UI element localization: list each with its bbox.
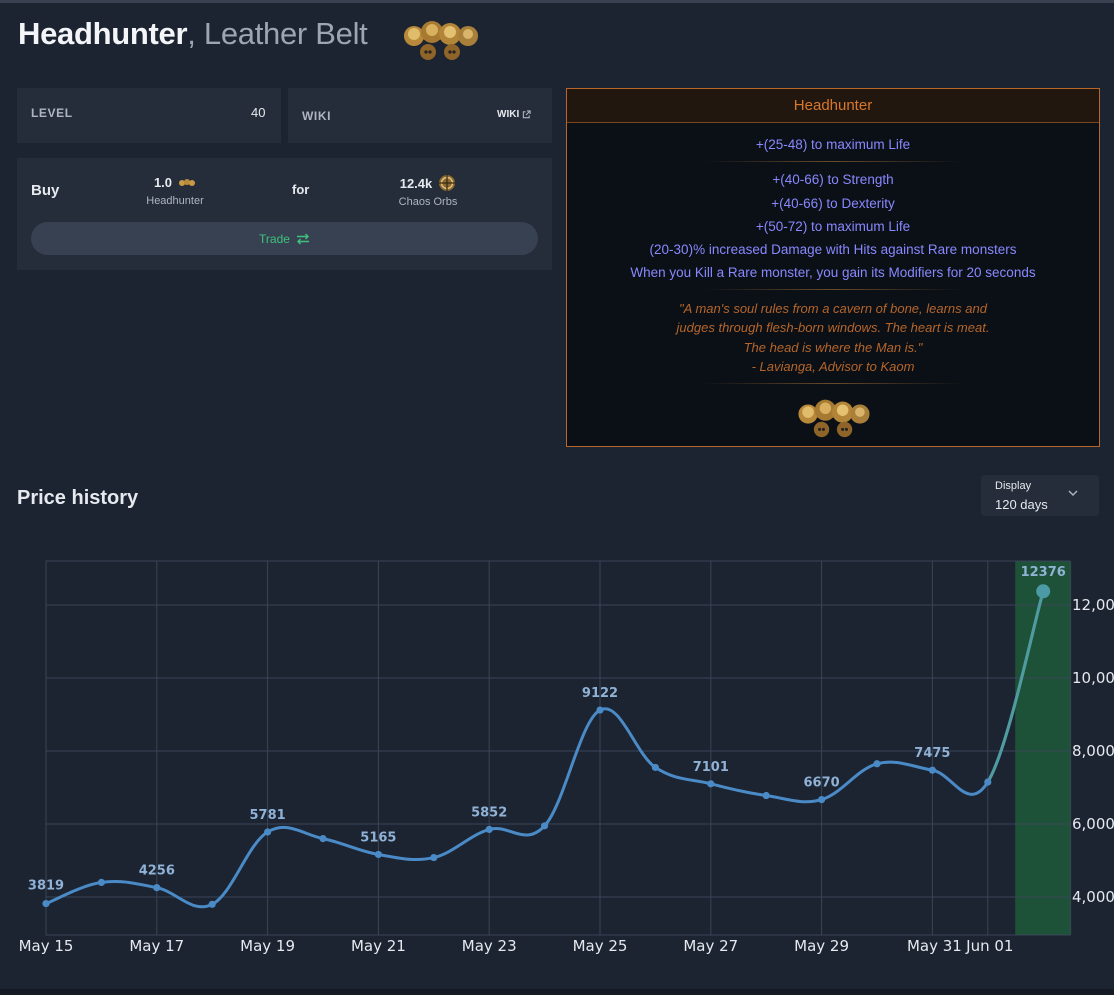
- data-label: 12376: [1021, 565, 1066, 580]
- headhunter-belt-icon: [404, 21, 478, 60]
- data-label: 6670: [804, 776, 840, 791]
- data-label: 7101: [693, 760, 729, 775]
- top-border: [0, 0, 1114, 3]
- x-tick-label: May 23: [462, 937, 517, 955]
- level-value: 40: [251, 105, 266, 120]
- data-point: [264, 828, 272, 836]
- data-point: [42, 900, 50, 908]
- display-value: 120 days: [995, 497, 1048, 512]
- data-point: [319, 835, 327, 843]
- x-tick-label: May 15: [19, 937, 74, 955]
- data-point: [818, 795, 826, 804]
- data-point: [97, 878, 105, 886]
- data-point: [208, 900, 216, 908]
- buy-item-name: Headhunter: [146, 195, 204, 207]
- y-tick-label: 10,000: [1072, 669, 1114, 687]
- data-point: [707, 780, 715, 788]
- external-link-icon: [523, 110, 531, 119]
- x-tick-label: May 27: [683, 937, 738, 955]
- explicit-mod: +(50-72) to maximum Life: [755, 219, 911, 234]
- explicit-mod: +(40-66) to Strength: [772, 172, 894, 187]
- y-tick-label: 12,000: [1072, 596, 1114, 614]
- data-label: 5165: [360, 830, 396, 845]
- price-currency: Chaos Orbs: [398, 195, 458, 208]
- flavour-line: - Lavianga, Advisor to Kaom: [751, 359, 915, 374]
- trade-button[interactable]: Trade: [31, 222, 538, 255]
- wiki-label: WIKI: [302, 109, 332, 123]
- y-tick-label: 4,000: [1072, 888, 1114, 906]
- flavour-line: "A man's soul rules from a cavern of bon…: [679, 301, 987, 316]
- price-quantity: 12.4k: [399, 175, 433, 191]
- data-label: 9122: [582, 686, 618, 701]
- price-history-title: Price history: [17, 487, 139, 509]
- data-point: [1036, 584, 1051, 599]
- display-label: Display: [995, 480, 1032, 492]
- x-tick-label: May 29: [794, 937, 849, 955]
- explicit-mod: (20-30)% increased Damage with Hits agai…: [649, 242, 1017, 257]
- price-history-chart: 3819 4256 5781 5165 5852 9122 7101 6670 7475 1237…: [19, 560, 1114, 955]
- x-tick-label: Jun 01: [965, 937, 1013, 955]
- data-point: [153, 884, 161, 892]
- buy-item-column: 1.0 Headhunter: [135, 174, 215, 207]
- implicit-mod: +(25-48) to maximum Life: [755, 137, 911, 152]
- level-card: LEVEL 40: [17, 88, 281, 143]
- for-label: for: [292, 182, 310, 197]
- data-point: [984, 778, 992, 786]
- wiki-link[interactable]: WIKI: [497, 109, 531, 120]
- swap-arrows-icon: [296, 233, 309, 244]
- item-title: Headhunter, Leather Belt: [18, 16, 368, 52]
- y-tick-label: 6,000: [1072, 815, 1114, 833]
- data-label: 5852: [471, 805, 507, 820]
- data-label: 7475: [914, 746, 950, 761]
- x-tick-label: May 25: [573, 937, 628, 955]
- data-point: [430, 853, 438, 862]
- x-tick-label: May 19: [240, 937, 295, 955]
- item-separator: ,: [187, 16, 196, 51]
- data-point: [596, 706, 604, 714]
- price-line-latest: [986, 590, 1045, 783]
- explicit-mod: When you Kill a Rare monster, you gain i…: [630, 265, 1036, 280]
- tooltip-title: Headhunter: [567, 89, 1099, 123]
- headhunter-belt-icon: [798, 399, 870, 438]
- item-tooltip: Headhunter +(25-48) to maximum Life +(40…: [566, 88, 1100, 447]
- data-point: [541, 822, 549, 830]
- level-label: LEVEL: [31, 106, 73, 120]
- data-label: 3819: [28, 879, 64, 894]
- data-label: 4256: [139, 864, 175, 879]
- data-label: 5781: [250, 808, 286, 823]
- tooltip-separator: [704, 383, 962, 384]
- buy-quantity: 1.0: [153, 175, 173, 190]
- buy-label: Buy: [31, 182, 60, 199]
- chaos-orb-icon: [439, 175, 456, 191]
- trade-button-label: Trade: [259, 231, 290, 246]
- tooltip-separator: [704, 161, 962, 162]
- y-tick-label: 8,000: [1072, 742, 1114, 760]
- wiki-link-label: WIKI: [497, 109, 520, 120]
- data-point: [762, 791, 770, 800]
- headhunter-mini-icon: [179, 178, 196, 186]
- tooltip-separator: [704, 289, 962, 290]
- data-point: [374, 850, 382, 859]
- item-name: Headhunter: [18, 16, 188, 51]
- price-column: 12.4k Chaos Orbs: [388, 174, 468, 208]
- data-point: [651, 763, 660, 772]
- data-point: [485, 825, 493, 834]
- chevron-down-icon: [1068, 490, 1078, 496]
- x-tick-label: May 21: [351, 937, 406, 955]
- bottom-border: [0, 989, 1114, 995]
- explicit-mod: +(40-66) to Dexterity: [771, 196, 895, 211]
- buy-card: Buy 1.0 Headhunter for 12.4k Chaos Orbs …: [17, 158, 552, 270]
- current-price-highlight: [1015, 561, 1072, 935]
- flavour-line: judges through flesh-born windows. The h…: [676, 320, 990, 335]
- item-base-type: Leather Belt: [203, 16, 368, 51]
- flavour-line: The head is where the Man is.": [743, 340, 923, 355]
- price-line: [45, 590, 1045, 909]
- x-tick-label: May 17: [129, 937, 184, 955]
- data-point: [928, 766, 937, 774]
- display-range-select[interactable]: Display 120 days: [981, 475, 1099, 516]
- x-tick-label: May 31: [907, 937, 962, 955]
- wiki-card: WIKI WIKI: [288, 88, 552, 143]
- data-point: [873, 760, 881, 768]
